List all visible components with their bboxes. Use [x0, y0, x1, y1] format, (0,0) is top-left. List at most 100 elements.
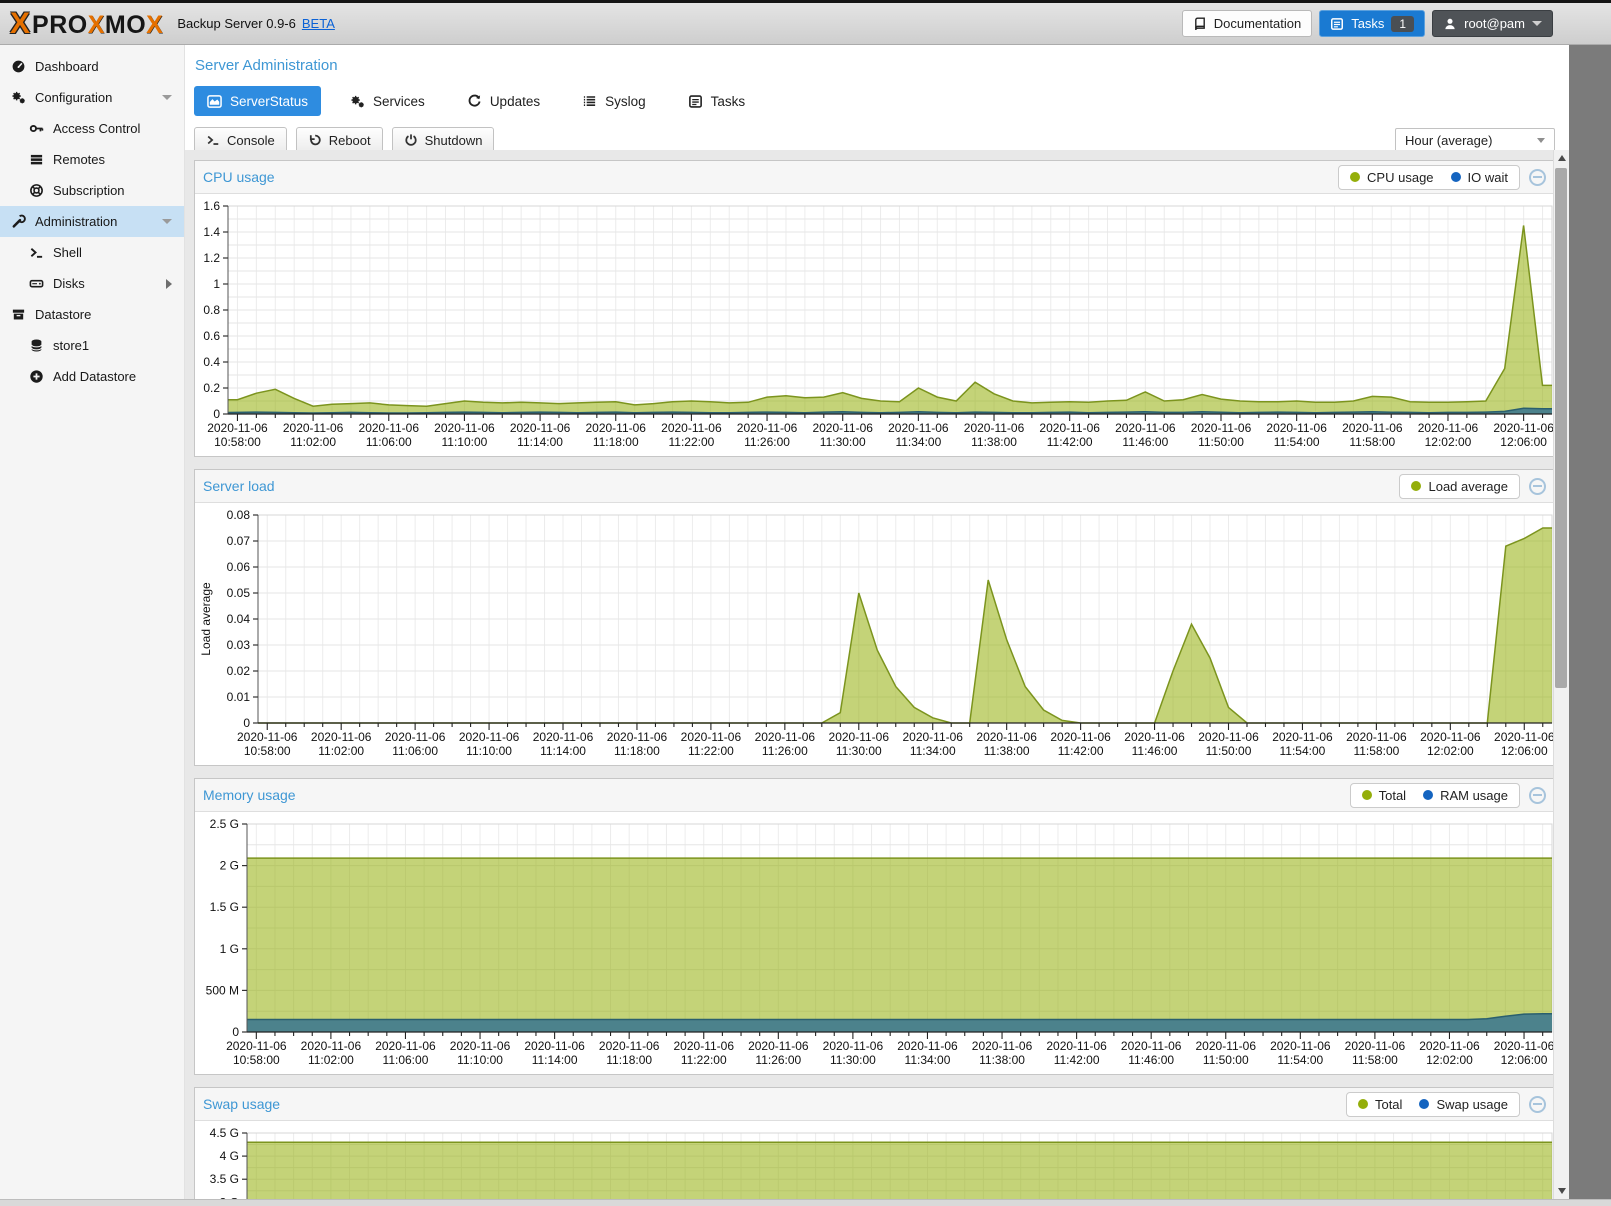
sidebar-item-datastore[interactable]: Datastore — [0, 299, 184, 330]
tab-label: Services — [373, 94, 425, 109]
sidebar-item-store1[interactable]: store1 — [0, 330, 184, 361]
svg-text:2020-11-06: 2020-11-06 — [1420, 730, 1481, 744]
sidebar-item-administration[interactable]: Administration — [0, 206, 184, 237]
svg-text:0.04: 0.04 — [227, 612, 251, 626]
area-chart-icon — [207, 94, 222, 109]
legend-item-cpu-usage[interactable]: CPU usage — [1350, 170, 1433, 185]
legend-item-swap-usage[interactable]: Swap usage — [1419, 1097, 1508, 1112]
svg-text:10:58:00: 10:58:00 — [244, 744, 291, 758]
sidebar-item-configuration[interactable]: Configuration — [0, 82, 184, 113]
tab-serverstatus[interactable]: ServerStatus — [194, 86, 321, 116]
collapse-icon[interactable] — [1529, 478, 1546, 495]
sidebar-item-disks[interactable]: Disks — [0, 268, 184, 299]
svg-text:500 M: 500 M — [206, 983, 239, 997]
sidebar-item-access-control[interactable]: Access Control — [0, 113, 184, 144]
collapse-icon[interactable] — [1529, 1096, 1546, 1113]
svg-text:2020-11-06: 2020-11-06 — [385, 730, 446, 744]
wrench-icon — [11, 214, 26, 229]
sidebar-item-label: store1 — [53, 338, 89, 353]
database-icon — [29, 338, 44, 353]
legend-item-total[interactable]: Total — [1358, 1097, 1402, 1112]
swap-chart: 0500 M1 G1.5 G2 G2.5 G3 G3.5 G4 G4.5 G20… — [195, 1121, 1553, 1199]
legend-label: Total — [1379, 788, 1406, 803]
panel-load: Server loadLoad average00.010.020.030.04… — [194, 469, 1553, 766]
chevron-down-icon — [1532, 21, 1542, 26]
svg-text:11:06:00: 11:06:00 — [383, 1053, 429, 1067]
legend-item-ram-usage[interactable]: RAM usage — [1423, 788, 1508, 803]
collapse-icon[interactable] — [1529, 787, 1546, 804]
svg-text:11:06:00: 11:06:00 — [366, 435, 412, 449]
svg-text:2020-11-06: 2020-11-06 — [1198, 730, 1259, 744]
svg-text:2020-11-06: 2020-11-06 — [1419, 1039, 1480, 1053]
tab-updates[interactable]: Updates — [454, 86, 553, 116]
legend-dot-icon — [1423, 790, 1433, 800]
legend-item-load-average[interactable]: Load average — [1411, 479, 1508, 494]
sidebar-item-remotes[interactable]: Remotes — [0, 144, 184, 175]
sidebar-item-dashboard[interactable]: Dashboard — [0, 51, 184, 82]
svg-text:0.03: 0.03 — [227, 638, 251, 652]
svg-text:11:46:00: 11:46:00 — [1122, 435, 1168, 449]
svg-text:2020-11-06: 2020-11-06 — [510, 421, 571, 435]
sidebar-item-subscription[interactable]: Subscription — [0, 175, 184, 206]
svg-text:11:42:00: 11:42:00 — [1058, 744, 1104, 758]
svg-text:1.2: 1.2 — [203, 251, 220, 265]
svg-text:3.5 G: 3.5 G — [210, 1172, 239, 1186]
tab-syslog[interactable]: Syslog — [569, 86, 659, 116]
svg-text:11:02:00: 11:02:00 — [290, 435, 336, 449]
svg-text:2020-11-06: 2020-11-06 — [459, 730, 520, 744]
svg-text:11:26:00: 11:26:00 — [744, 435, 790, 449]
legend-label: Swap usage — [1436, 1097, 1508, 1112]
chart-body-swap: 0500 M1 G1.5 G2 G2.5 G3 G3.5 G4 G4.5 G20… — [195, 1121, 1553, 1199]
tab-tasks[interactable]: Tasks — [675, 86, 759, 116]
svg-text:0.02: 0.02 — [227, 664, 251, 678]
vertical-scrollbar[interactable] — [1553, 150, 1569, 1199]
svg-text:11:30:00: 11:30:00 — [830, 1053, 876, 1067]
sidebar-item-label: Remotes — [53, 152, 105, 167]
legend-item-total[interactable]: Total — [1362, 788, 1406, 803]
tab-bar: ServerStatus Services Updates Syslog Tasks — [194, 86, 1555, 116]
scrollbar-down-arrow[interactable] — [1554, 1183, 1569, 1199]
tasklist-icon — [1330, 17, 1344, 31]
svg-text:11:22:00: 11:22:00 — [681, 1053, 727, 1067]
page-title: Server Administration — [195, 57, 1555, 74]
svg-text:11:54:00: 11:54:00 — [1274, 435, 1320, 449]
chevron-down-icon — [1537, 138, 1545, 143]
tasks-button[interactable]: Tasks 1 — [1319, 10, 1425, 37]
scrollbar-thumb[interactable] — [1555, 168, 1567, 688]
svg-text:11:50:00: 11:50:00 — [1203, 1053, 1249, 1067]
svg-text:2020-11-06: 2020-11-06 — [226, 1039, 287, 1053]
sidebar-item-shell[interactable]: Shell — [0, 237, 184, 268]
timeframe-select[interactable]: Hour (average) — [1395, 128, 1555, 153]
sidebar-item-label: Datastore — [35, 307, 91, 322]
svg-text:1: 1 — [213, 277, 220, 291]
chart-body-cpu: 00.20.40.60.811.21.41.62020-11-0610:58:0… — [195, 194, 1553, 456]
user-menu-button[interactable]: root@pam — [1432, 10, 1553, 37]
svg-text:2020-11-06: 2020-11-06 — [902, 730, 963, 744]
svg-text:0.07: 0.07 — [227, 534, 251, 548]
legend-item-io-wait[interactable]: IO wait — [1451, 170, 1508, 185]
svg-text:11:10:00: 11:10:00 — [442, 435, 488, 449]
proxmox-logo[interactable]: X PROXMOX — [10, 7, 163, 41]
svg-text:0: 0 — [243, 716, 250, 730]
proxmox-logo-mark: X — [10, 7, 30, 41]
main-content: Server Administration ServerStatus Servic… — [185, 45, 1569, 1199]
lifering-icon — [29, 183, 44, 198]
collapse-icon[interactable] — [1529, 169, 1546, 186]
svg-text:10:58:00: 10:58:00 — [214, 435, 261, 449]
desktop-background — [1569, 45, 1611, 1199]
tab-services[interactable]: Services — [337, 86, 438, 116]
svg-text:0.8: 0.8 — [203, 303, 220, 317]
svg-text:12:02:00: 12:02:00 — [1426, 1053, 1473, 1067]
svg-text:2020-11-06: 2020-11-06 — [1050, 730, 1111, 744]
svg-text:2020-11-06: 2020-11-06 — [1493, 421, 1553, 435]
svg-text:2020-11-06: 2020-11-06 — [237, 730, 298, 744]
svg-text:2020-11-06: 2020-11-06 — [311, 730, 372, 744]
scrollbar-up-arrow[interactable] — [1554, 150, 1569, 166]
svg-text:2020-11-06: 2020-11-06 — [1345, 1039, 1406, 1053]
sidebar-item-add-datastore[interactable]: Add Datastore — [0, 361, 184, 392]
tasklist-icon — [688, 94, 703, 109]
sidebar-item-label: Access Control — [53, 121, 140, 136]
beta-link[interactable]: BETA — [302, 16, 335, 31]
svg-text:2020-11-06: 2020-11-06 — [283, 421, 344, 435]
documentation-button[interactable]: Documentation — [1182, 10, 1312, 37]
